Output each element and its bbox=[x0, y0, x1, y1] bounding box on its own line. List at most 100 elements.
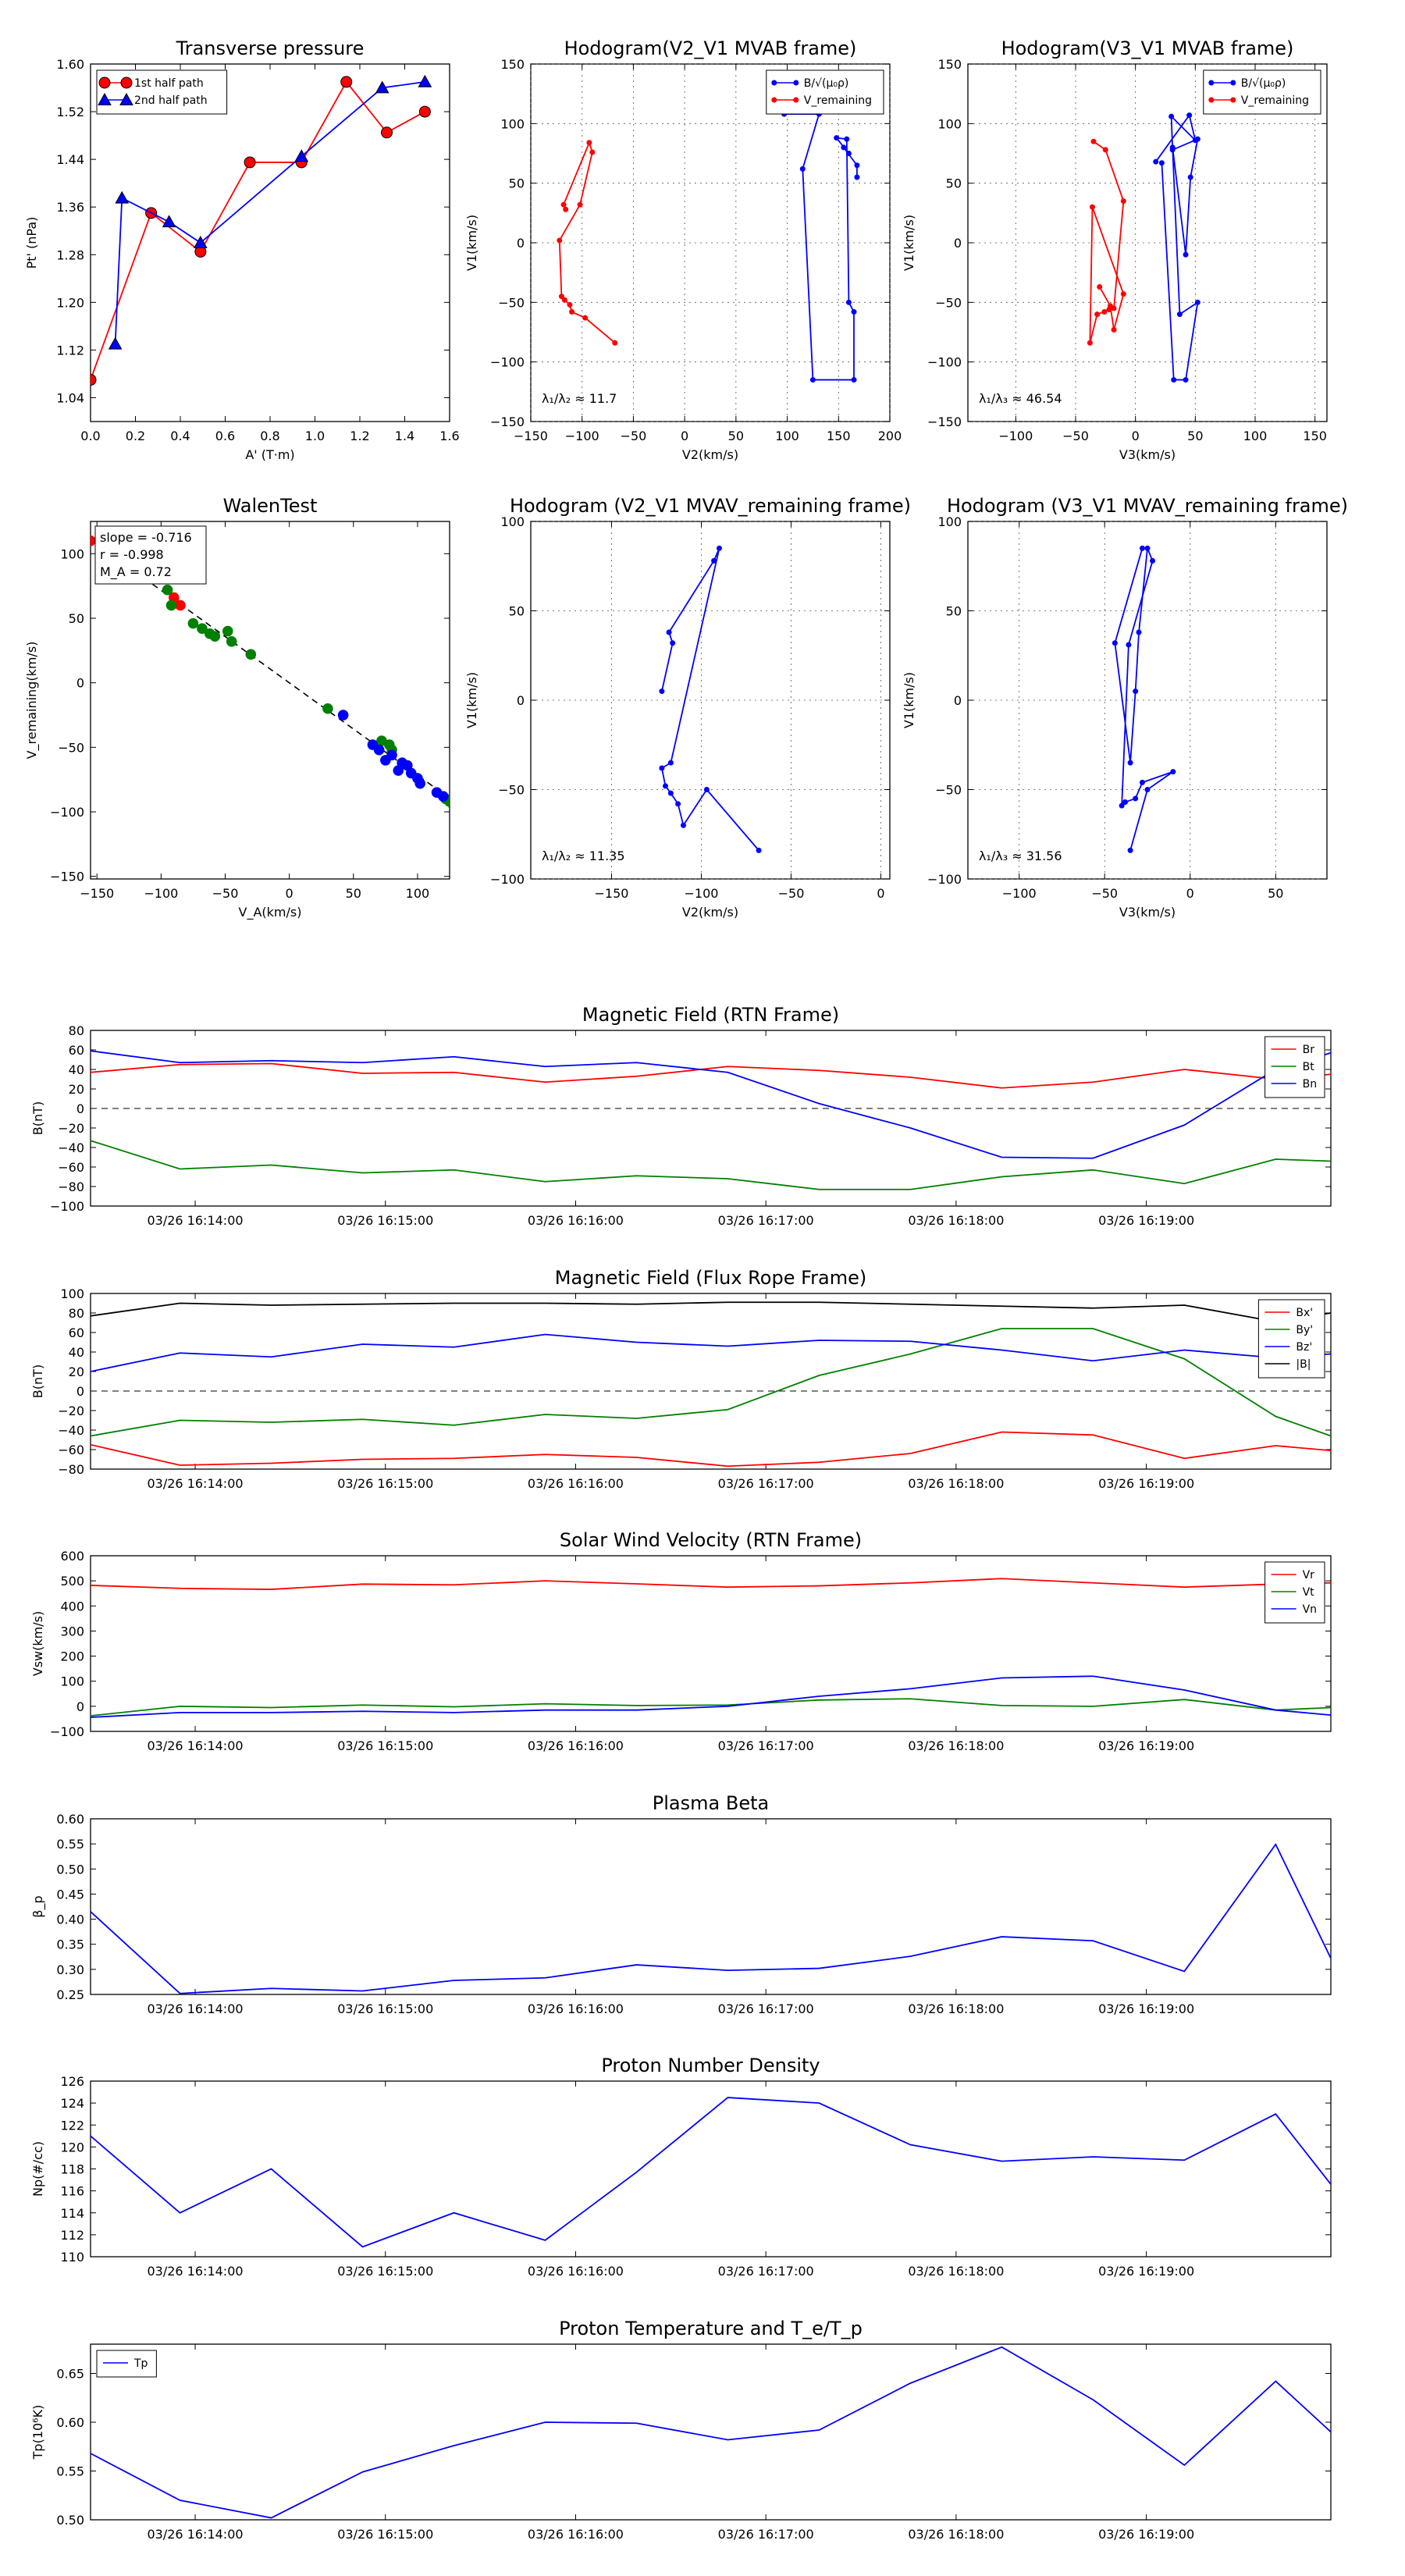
y-tick-label: 1.12 bbox=[56, 343, 84, 358]
plot-frame bbox=[90, 1818, 1332, 1995]
x-tick-label: 1.4 bbox=[395, 429, 414, 443]
y-tick-label: 0.55 bbox=[56, 1837, 84, 1852]
x-tick-label: −50 bbox=[1062, 429, 1089, 443]
x-axis-label: V3(km/s) bbox=[1119, 447, 1176, 462]
plot-area bbox=[557, 111, 860, 383]
data-point bbox=[414, 777, 426, 789]
data-point bbox=[1230, 80, 1236, 86]
x-tick-label: 03/26 16:19:00 bbox=[1098, 1738, 1194, 1753]
series-line bbox=[784, 113, 858, 381]
y-tick-label: 0.65 bbox=[56, 2367, 84, 2382]
data-point bbox=[771, 97, 777, 103]
data-point bbox=[845, 151, 852, 157]
y-tick-label: −50 bbox=[498, 295, 525, 310]
data-point bbox=[1112, 640, 1118, 646]
data-point bbox=[1087, 340, 1093, 346]
x-tick-label: 03/26 16:16:00 bbox=[528, 2527, 624, 2542]
x-tick-label: 03/26 16:14:00 bbox=[148, 2527, 244, 2542]
x-tick-label: 03/26 16:18:00 bbox=[908, 1213, 1004, 1228]
data-point bbox=[194, 235, 208, 248]
data-point bbox=[793, 97, 799, 103]
plot-frame bbox=[90, 521, 450, 880]
plot-frame bbox=[90, 2343, 1332, 2521]
y-tick-label: 0.50 bbox=[56, 2513, 84, 2528]
data-point bbox=[1139, 545, 1145, 551]
y-axis-label: Np(#/cc) bbox=[30, 2141, 45, 2197]
x-tick-label: 1.2 bbox=[350, 429, 369, 443]
data-point bbox=[716, 545, 722, 551]
x-tick-label: 03/26 16:17:00 bbox=[718, 1213, 814, 1228]
plot-area bbox=[91, 1578, 1331, 1718]
legend-box bbox=[96, 2350, 157, 2378]
data-point bbox=[1097, 283, 1103, 290]
y-tick-label: −40 bbox=[58, 1423, 84, 1438]
plot-area bbox=[659, 545, 762, 853]
x-tick-label: 0.8 bbox=[260, 429, 279, 443]
chart-title: Plasma Beta bbox=[653, 1792, 769, 1814]
chart-title: Hodogram (V2_V1 MVAV_remaining frame) bbox=[510, 495, 911, 517]
data-point bbox=[1144, 786, 1151, 792]
y-tick-label: 20 bbox=[69, 1082, 84, 1097]
x-tick-label: 03/26 16:17:00 bbox=[718, 2527, 814, 2542]
ratio-annotation: λ₁/λ₃ ≈ 31.56 bbox=[979, 849, 1062, 863]
y-tick-label: 110 bbox=[60, 2250, 84, 2265]
chart-np: Proton Number Density 110 112 114 116 118 120 1… bbox=[30, 2055, 1332, 2279]
y-tick-label: −80 bbox=[58, 1179, 84, 1194]
y-axis-label: V1(km/s) bbox=[464, 672, 479, 728]
y-axis-label: V1(km/s) bbox=[464, 215, 479, 271]
y-tick-label: 0.50 bbox=[56, 1862, 84, 1877]
chart-tp2: Proton Temperature and T_e/T_p 0.50 0.55 0.… bbox=[30, 2318, 1332, 2542]
x-tick-label: 100 bbox=[406, 886, 430, 901]
data-point bbox=[418, 105, 431, 118]
chart-bfield: Magnetic Field (RTN Frame) −100 −80 −60 −40 −… bbox=[30, 1004, 1332, 1228]
y-tick-label: 0 bbox=[76, 676, 84, 691]
y-tick-label: 80 bbox=[69, 1023, 84, 1038]
data-point bbox=[322, 703, 333, 714]
data-point bbox=[1171, 377, 1177, 383]
x-tick-label: 0.2 bbox=[126, 429, 145, 443]
legend-label: Br bbox=[1303, 1044, 1315, 1056]
data-point bbox=[98, 76, 111, 89]
data-point bbox=[1136, 629, 1142, 635]
x-tick-label: 03/26 16:14:00 bbox=[148, 1738, 244, 1753]
data-point bbox=[1102, 147, 1108, 153]
x-tick-label: −100 bbox=[685, 886, 719, 901]
plot-frame bbox=[530, 521, 891, 880]
chart-tp: Transverse pressure 1.04 1.12 1.20 1.28 1.36 1… bbox=[24, 37, 460, 462]
plot-area bbox=[91, 2346, 1331, 2519]
x-tick-label: −100 bbox=[565, 429, 599, 443]
y-tick-label: 1.28 bbox=[56, 247, 84, 262]
y-tick-label: −100 bbox=[490, 355, 525, 370]
x-tick-label: 0 bbox=[681, 429, 688, 443]
y-tick-label: −50 bbox=[58, 740, 84, 755]
data-point bbox=[337, 710, 349, 720]
y-tick-label: 300 bbox=[60, 1624, 84, 1638]
x-tick-label: 200 bbox=[878, 429, 902, 443]
data-point bbox=[1194, 299, 1200, 305]
y-tick-label: 100 bbox=[60, 1286, 84, 1301]
legend-label: B/√(μ₀ρ) bbox=[804, 77, 849, 90]
data-point bbox=[667, 790, 674, 796]
data-point bbox=[1126, 642, 1132, 648]
data-point bbox=[1176, 311, 1183, 318]
legend-box bbox=[1203, 69, 1321, 115]
x-tick-label: 03/26 16:17:00 bbox=[718, 1738, 814, 1753]
plot-frame bbox=[90, 63, 450, 422]
data-point bbox=[841, 144, 847, 151]
data-point bbox=[844, 136, 850, 142]
y-tick-label: 126 bbox=[60, 2074, 84, 2089]
x-tick-label: 03/26 16:18:00 bbox=[908, 2264, 1004, 2279]
y-tick-label: 0.40 bbox=[56, 1912, 84, 1927]
legend-box bbox=[1264, 1561, 1325, 1624]
y-tick-label: 100 bbox=[937, 116, 962, 131]
data-point bbox=[659, 765, 665, 771]
data-point bbox=[680, 822, 686, 828]
fit-line bbox=[91, 539, 450, 799]
x-tick-label: 03/26 16:16:00 bbox=[528, 2001, 624, 2016]
data-point bbox=[1183, 251, 1189, 258]
series-line bbox=[91, 2097, 1331, 2248]
y-tick-label: 100 bbox=[937, 514, 962, 529]
data-point bbox=[560, 201, 567, 208]
plot-area bbox=[91, 1050, 1331, 1190]
data-point bbox=[1186, 112, 1193, 119]
